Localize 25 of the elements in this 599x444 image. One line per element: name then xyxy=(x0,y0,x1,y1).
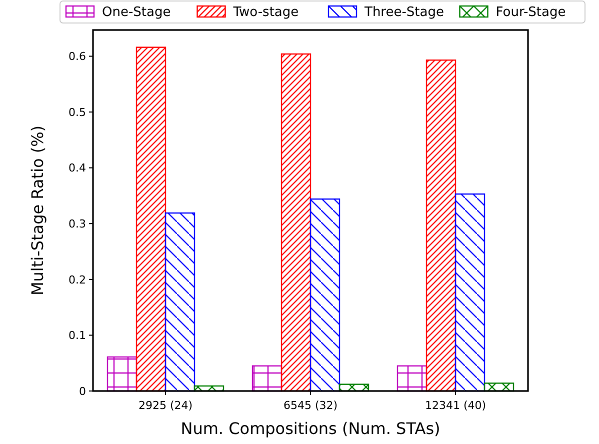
bar xyxy=(252,365,282,392)
bar xyxy=(164,212,196,392)
bar xyxy=(280,53,312,392)
y-tick-label: 0.6 xyxy=(68,50,86,64)
y-tick-label: 0.1 xyxy=(68,329,86,342)
bar xyxy=(106,356,138,392)
x-axis-title: Num. Compositions (Num. STAs) xyxy=(180,419,440,438)
x-tick-label: 6545 (32) xyxy=(283,399,338,412)
bar xyxy=(396,365,428,392)
y-tick-label: 0.5 xyxy=(68,106,86,119)
y-tick-label: 0.4 xyxy=(68,162,86,175)
bar xyxy=(136,46,166,392)
x-tick-label: 12341 (40) xyxy=(424,399,486,412)
bar xyxy=(310,198,340,392)
y-tick-label: 0.3 xyxy=(68,217,86,230)
bar xyxy=(426,60,456,392)
legend-label: One-Stage xyxy=(102,5,171,20)
bar xyxy=(454,193,486,392)
y-tick-label: 0 xyxy=(79,384,86,398)
legend-label: Three-Stage xyxy=(364,5,444,20)
y-axis-title: Multi-Stage Ratio (%) xyxy=(28,125,47,296)
legend-label: Two-stage xyxy=(232,5,299,20)
legend-label: Four-Stage xyxy=(496,5,566,20)
y-tick-label: 0.2 xyxy=(68,273,86,286)
x-tick-label: 2925 (24) xyxy=(138,399,193,412)
